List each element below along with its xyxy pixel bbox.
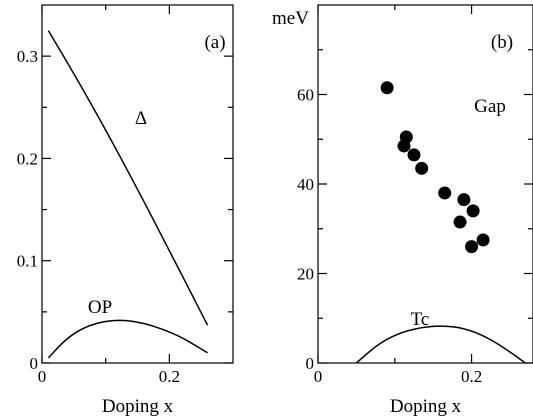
y-tick-label-a: 0.1 — [17, 252, 38, 271]
gap-data-point — [457, 193, 470, 206]
gap-data-point — [381, 81, 394, 94]
y-tick-label-b: 20 — [297, 265, 314, 284]
x-tick-label-a: 0 — [38, 367, 47, 386]
gap-data-point — [465, 240, 478, 253]
y-tick-label-b: 40 — [297, 175, 314, 194]
series-label-b-0: Gap — [474, 96, 506, 117]
y-tick-label-a: 0.3 — [17, 47, 38, 66]
y-tick-label-a: 0 — [30, 354, 39, 373]
gap-data-point — [477, 233, 490, 246]
y-axis-title-b: meV — [272, 8, 309, 29]
gap-data-point — [438, 186, 451, 199]
plot-frame-a — [42, 5, 233, 363]
gap-data-point — [407, 148, 420, 161]
y-tick-label-b: 0 — [306, 354, 315, 373]
series-label-a-1: OP — [88, 297, 112, 318]
gap-data-point — [454, 216, 467, 229]
gap-data-point — [415, 162, 428, 175]
panel-label-a: (a) — [204, 32, 225, 53]
x-tick-label-b: 0 — [314, 367, 323, 386]
gap-data-point — [398, 139, 411, 152]
series-label-b-1: Tc — [411, 309, 430, 330]
panel-label-b: (b) — [491, 32, 513, 53]
series-line-tc-b — [356, 326, 525, 363]
x-tick-label-b: 0.2 — [461, 367, 482, 386]
series-label-a-0: Δ — [135, 108, 147, 129]
x-tick-label-a: 0.2 — [159, 367, 180, 386]
gap-data-point — [467, 204, 480, 217]
series-line--a — [48, 31, 207, 326]
series-line-op-a — [48, 320, 207, 357]
y-tick-label-a: 0.2 — [17, 149, 38, 168]
x-axis-title-a: Doping x — [102, 396, 174, 417]
x-axis-title-b: Doping x — [390, 396, 462, 417]
y-tick-label-b: 60 — [297, 86, 314, 105]
